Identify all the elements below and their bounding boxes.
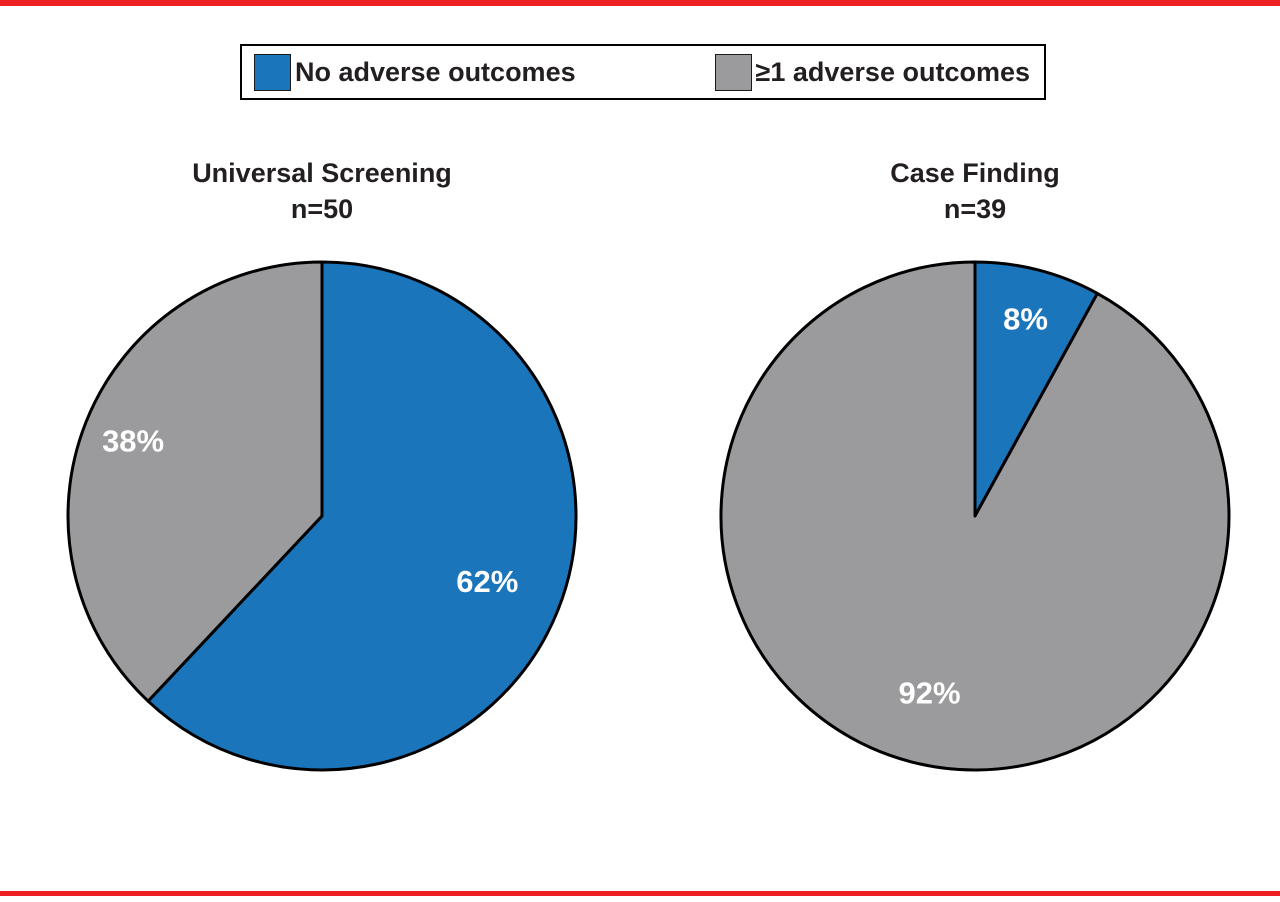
- legend-label-no-adverse-outcomes: No adverse outcomes: [295, 56, 576, 87]
- gray-swatch-icon: [714, 53, 752, 91]
- slice-percentage-label: 62%: [456, 564, 518, 599]
- pie-slice: [719, 260, 1231, 772]
- legend-label-adverse-outcomes: ≥1 adverse outcomes: [755, 56, 1030, 87]
- pie-slice: [973, 260, 1099, 518]
- legend-item-no-adverse-outcomes: No adverse outcomes: [254, 53, 576, 91]
- legend: No adverse outcomes ≥1 adverse outcomes: [240, 44, 1046, 100]
- chart-subtitle-n: n=39: [943, 194, 1007, 225]
- chart-title-universal-screening: Universal Screening n=50: [62, 155, 582, 228]
- bottom-red-rule: [0, 891, 1280, 896]
- pie-chart-case-finding: 8% 92%: [719, 260, 1231, 772]
- legend-item-adverse-outcomes: ≥1 adverse outcomes: [714, 53, 1030, 91]
- chart-subtitle-n: n=50: [290, 194, 354, 225]
- chart-title-text: Universal Screening: [192, 158, 452, 188]
- pie-slice: [146, 260, 578, 772]
- top-red-rule: [0, 0, 1280, 6]
- pie-chart-universal-screening: 62% 38%: [66, 260, 578, 772]
- chart-title-case-finding: Case Finding n=39: [715, 155, 1235, 228]
- chart-title-text: Case Finding: [890, 158, 1060, 188]
- slice-percentage-label: 38%: [102, 424, 164, 459]
- blue-swatch-icon: [254, 53, 291, 91]
- pie-slice: [66, 260, 324, 703]
- slice-percentage-label: 8%: [1003, 302, 1048, 337]
- slice-percentage-label: 92%: [898, 676, 960, 711]
